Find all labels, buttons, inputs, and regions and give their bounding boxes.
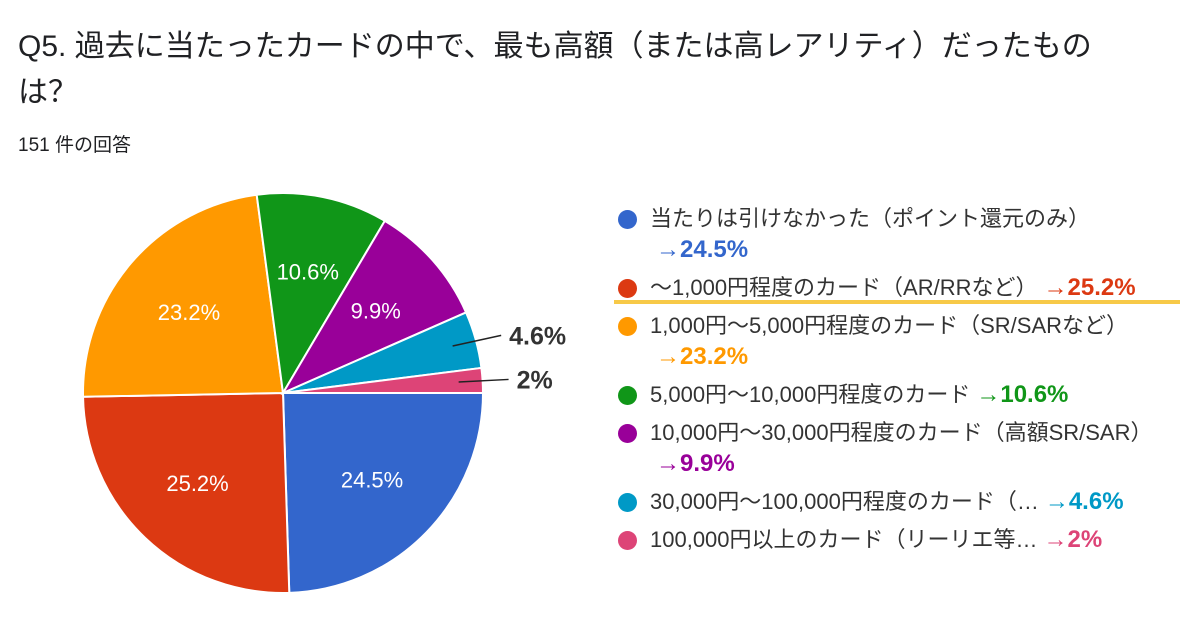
- legend-annotation: →23.2%: [656, 343, 749, 370]
- legend-dot-icon: [618, 424, 637, 443]
- legend: 当たりは引けなかった（ポイント還元のみ） →24.5% 〜1,000円程度のカード（…: [618, 203, 1178, 562]
- pie-slice: [82, 391, 291, 594]
- leader-line: [458, 378, 509, 383]
- legend-annotation: →24.5%: [656, 236, 749, 263]
- response-count: 151 件の回答: [18, 135, 131, 156]
- legend-text: 10,000円〜30,000円程度のカード（高額SR/SAR）: [650, 420, 1153, 445]
- legend-text: 100,000円以上のカード（リーリエ等…: [650, 527, 1038, 552]
- legend-annotation: →9.9%: [656, 450, 735, 477]
- leader-line: [452, 334, 502, 347]
- legend-label: 当たりは引けなかった（ポイント還元のみ） →24.5%: [650, 203, 1178, 265]
- legend-dot-icon: [618, 279, 637, 298]
- legend-annotation: →4.6%: [1044, 488, 1124, 515]
- pie-slice: [82, 193, 285, 398]
- slice-label: 2%: [517, 366, 553, 394]
- legend-dot-icon: [618, 493, 637, 512]
- pie-chart: 24.5% 25.2% 23.2% 10.6% 9.9% 4.6% 2%: [82, 192, 566, 594]
- legend-dot-icon: [618, 317, 637, 336]
- legend-dot-icon: [618, 531, 637, 550]
- slice-label: 23.2%: [158, 300, 220, 325]
- legend-item: 〜1,000円程度のカード（AR/RRなど） →25.2%: [618, 272, 1178, 303]
- legend-dot-icon: [618, 210, 637, 229]
- legend-item: 1,000円〜5,000円程度のカード（SR/SARなど） →23.2%: [618, 310, 1178, 372]
- pie-slice: [281, 392, 485, 594]
- highlight-underline: [614, 300, 1180, 304]
- pie-slice: [255, 192, 387, 396]
- legend-item: 5,000円〜10,000円程度のカード →10.6%: [618, 379, 1178, 410]
- legend-label: 1,000円〜5,000円程度のカード（SR/SARなど） →23.2%: [650, 310, 1178, 372]
- legend-text: 当たりは引けなかった（ポイント還元のみ）: [650, 206, 1091, 231]
- legend-label: 30,000円〜100,000円程度のカード（… →4.6%: [650, 486, 1124, 517]
- legend-text: 5,000円〜10,000円程度のカード: [650, 382, 971, 407]
- legend-annotation: →2%: [1043, 526, 1103, 553]
- question-title: Q5. 過去に当たったカードの中で、最も高額（または高レアリティ）だったものは？: [18, 30, 1092, 109]
- legend-dot-icon: [618, 386, 637, 405]
- legend-item: 10,000円〜30,000円程度のカード（高額SR/SAR） →9.9%: [618, 417, 1178, 479]
- legend-label: 5,000円〜10,000円程度のカード →10.6%: [650, 379, 1068, 410]
- slice-label: 25.2%: [166, 471, 228, 496]
- legend-text: 〜1,000円程度のカード（AR/RRなど）: [650, 275, 1038, 300]
- slice-label: 9.9%: [351, 299, 401, 324]
- legend-annotation: →10.6%: [976, 381, 1069, 408]
- slice-label: 4.6%: [509, 322, 566, 350]
- legend-text: 30,000円〜100,000円程度のカード（…: [650, 489, 1039, 514]
- legend-label: 100,000円以上のカード（リーリエ等… →2%: [650, 524, 1102, 555]
- legend-item: 100,000円以上のカード（リーリエ等… →2%: [618, 524, 1178, 555]
- slice-label: 24.5%: [341, 467, 403, 492]
- legend-label: 10,000円〜30,000円程度のカード（高額SR/SAR） →9.9%: [650, 417, 1178, 479]
- legend-text: 1,000円〜5,000円程度のカード（SR/SARなど）: [650, 313, 1129, 338]
- slice-label: 10.6%: [277, 259, 339, 284]
- legend-annotation: →25.2%: [1043, 274, 1136, 301]
- legend-item: 30,000円〜100,000円程度のカード（… →4.6%: [618, 486, 1178, 517]
- legend-item: 当たりは引けなかった（ポイント還元のみ） →24.5%: [618, 203, 1178, 265]
- pie-slice: [280, 219, 468, 396]
- legend-label: 〜1,000円程度のカード（AR/RRなど） →25.2%: [650, 272, 1136, 303]
